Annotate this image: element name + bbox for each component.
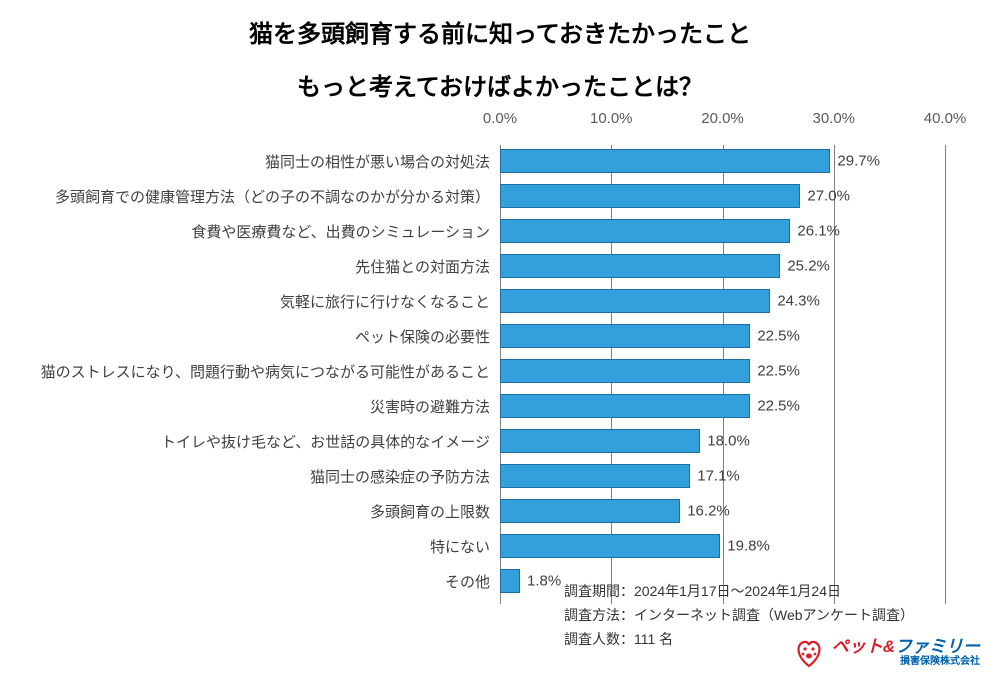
survey-chart: 猫を多頭飼育する前に知っておきたかったこと もっと考えておけばよかったことは？ … [0, 0, 1000, 685]
bar: 17.1% [500, 464, 690, 488]
bar-value-label: 19.8% [727, 538, 770, 555]
brand-text: ペット&ファミリー 損害保険株式会社 [832, 638, 980, 667]
category-label: ペット保険の必要性 [355, 324, 490, 348]
category-label: 食費や医療費など、出費のシミュレーション [191, 219, 490, 243]
category-label: 多頭飼育の上限数 [370, 499, 490, 523]
category-label: トイレや抜け毛など、お世話の具体的なイメージ [161, 429, 490, 453]
bar-value-label: 26.1% [797, 223, 840, 240]
bar: 27.0% [500, 184, 800, 208]
bar: 22.5% [500, 394, 750, 418]
chart-title: 猫を多頭飼育する前に知っておきたかったこと もっと考えておけばよかったことは？ [0, 14, 1000, 102]
category-label: 災害時の避難方法 [370, 394, 490, 418]
x-tick-label: 30.0% [812, 110, 855, 127]
x-tick-label: 40.0% [924, 110, 967, 127]
bar-value-label: 22.5% [757, 363, 800, 380]
bar: 26.1% [500, 219, 790, 243]
bar: 22.5% [500, 359, 750, 383]
bar-value-label: 22.5% [757, 398, 800, 415]
brand-logo: ペット&ファミリー 損害保険株式会社 [792, 636, 980, 670]
bar: 18.0% [500, 429, 700, 453]
bar-value-label: 18.0% [707, 433, 750, 450]
bar-value-label: 17.1% [697, 468, 740, 485]
bar-value-label: 22.5% [757, 328, 800, 345]
meta-method: 調査方法：インターネット調査（Webアンケート調査） [564, 604, 914, 628]
x-tick-label: 0.0% [483, 110, 517, 127]
bar: 22.5% [500, 324, 750, 348]
bar-value-label: 1.8% [527, 573, 561, 590]
brand-sub: 損害保険株式会社 [832, 657, 980, 668]
grid-line [834, 145, 835, 604]
meta-period: 調査期間：2024年1月17日～2024年1月24日 [564, 580, 914, 604]
bar-value-label: 27.0% [807, 188, 850, 205]
brand-family: ファミリー [895, 637, 980, 656]
bar: 19.8% [500, 534, 720, 558]
bar: 24.3% [500, 289, 770, 313]
bar: 29.7% [500, 149, 830, 173]
grid-line [945, 145, 946, 604]
category-label: 猫同士の感染症の予防方法 [310, 464, 490, 488]
bar-value-label: 25.2% [787, 258, 830, 275]
title-line-1: 猫を多頭飼育する前に知っておきたかったこと [0, 14, 1000, 49]
bar: 16.2% [500, 499, 680, 523]
brand-amp: & [883, 637, 895, 656]
brand-pet: ペット [832, 637, 883, 656]
bar: 1.8% [500, 569, 520, 593]
x-tick-label: 20.0% [701, 110, 744, 127]
plot-area: 29.7% 27.0% 26.1% 25.2% 24.3% 22.5% 22.5% 22.5%… [500, 145, 945, 604]
bar-value-label: 16.2% [687, 503, 730, 520]
bar: 25.2% [500, 254, 780, 278]
category-label: 猫のストレスになり、問題行動や病気につながる可能性があること [41, 359, 490, 383]
x-tick-label: 10.0% [590, 110, 633, 127]
category-label: 多頭飼育での健康管理方法（どの子の不調なのかが分かる対策） [55, 184, 490, 208]
category-label: その他 [445, 569, 490, 593]
bar-value-label: 24.3% [777, 293, 820, 310]
category-label: 猫同士の相性が悪い場合の対処法 [265, 149, 490, 173]
x-axis: 0.0%10.0%20.0%30.0%40.0% [500, 110, 945, 130]
title-line-2: もっと考えておけばよかったことは？ [0, 67, 1000, 102]
heart-paw-icon [792, 636, 826, 670]
category-label: 気軽に旅行に行けなくなること [280, 289, 490, 313]
bar-value-label: 29.7% [837, 153, 880, 170]
category-label: 特にない [430, 534, 490, 558]
category-label: 先住猫との対面方法 [355, 254, 490, 278]
